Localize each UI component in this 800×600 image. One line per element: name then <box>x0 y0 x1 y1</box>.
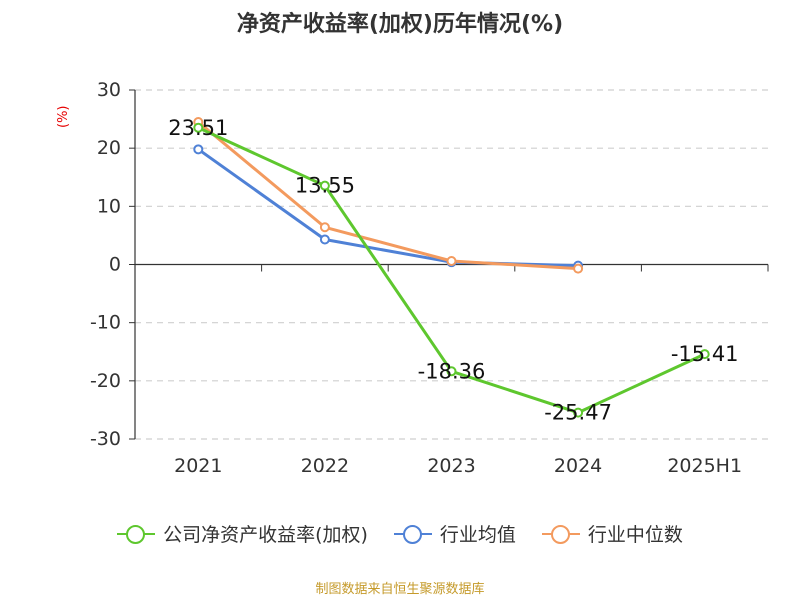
data-point <box>446 366 457 377</box>
legend-item-company[interactable]: 公司净资产收益率(加权) <box>117 520 368 547</box>
legend-marker-company <box>117 524 156 544</box>
legend-label-industry-average: 行业均值 <box>439 524 516 546</box>
data-label: 13.55 <box>295 174 355 198</box>
x-tick-label: 2025H1 <box>667 455 742 477</box>
data-point <box>319 180 330 191</box>
data-point <box>319 222 330 233</box>
x-tick-label: 2024 <box>554 455 602 477</box>
x-tick-label: 2021 <box>174 455 222 477</box>
data-label: -15.41 <box>671 342 739 366</box>
data-point <box>573 407 584 418</box>
data-point <box>193 144 204 155</box>
data-source-note: 制图数据来自恒生聚源数据库 <box>315 582 485 597</box>
y-tick-label: 0 <box>109 254 121 276</box>
data-label: -25.47 <box>544 401 612 425</box>
series-line <box>197 120 579 271</box>
legend-marker-industry-median <box>541 524 580 544</box>
data-point <box>446 256 457 267</box>
y-tick-label: 30 <box>97 79 121 101</box>
legend-item-industry-median[interactable]: 行业中位数 <box>541 520 683 547</box>
chart-title: 净资产收益率(加权)历年情况(%) <box>236 12 564 37</box>
y-tick-label: 20 <box>97 137 121 159</box>
y-tick-label: 10 <box>97 195 121 217</box>
y-tick-label: -20 <box>90 370 121 392</box>
legend: 公司净资产收益率(加权) 行业均值 行业中位数 <box>0 520 800 547</box>
legend-marker-industry-average <box>393 524 432 544</box>
x-tick-label: 2022 <box>301 455 349 477</box>
data-point <box>193 122 204 133</box>
x-tick-label: 2023 <box>427 455 475 477</box>
series-line <box>197 148 579 268</box>
y-tick-label: -10 <box>90 312 121 334</box>
data-label: 23.51 <box>168 116 228 140</box>
legend-label-industry-median: 行业中位数 <box>587 524 683 546</box>
legend-label-company: 公司净资产收益率(加权) <box>163 524 368 546</box>
data-label: -18.36 <box>418 359 486 383</box>
data-point <box>573 263 584 274</box>
data-point <box>699 349 710 360</box>
y-tick-label: -30 <box>90 428 121 450</box>
data-point <box>319 234 330 245</box>
legend-item-industry-average[interactable]: 行业均值 <box>393 520 516 547</box>
